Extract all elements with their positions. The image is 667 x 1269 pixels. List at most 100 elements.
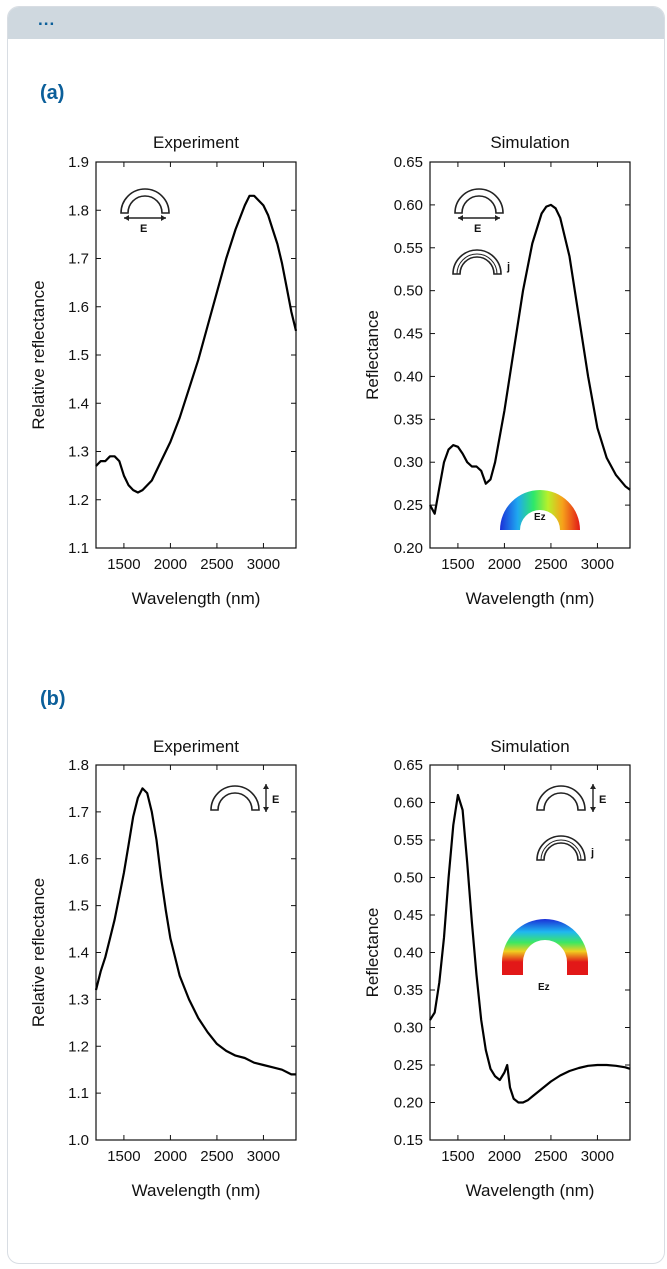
y-tick-label: 0.65 bbox=[394, 154, 423, 171]
y-tick-label: 0.40 bbox=[394, 945, 423, 962]
y-axis-label: Relative reflectance bbox=[29, 878, 48, 1027]
j-label: j bbox=[506, 261, 510, 273]
y-tick-label: 0.40 bbox=[394, 368, 423, 385]
y-tick-label: 0.25 bbox=[394, 497, 423, 514]
chart-3: Experiment 1500 2000 2500 3000 1.0 1.1 1.2 1.3 1.… bbox=[29, 737, 297, 1200]
y-tick-label: 0.60 bbox=[394, 197, 423, 214]
y-tick-label: 0.35 bbox=[394, 411, 423, 428]
y-tick-label: 1.3 bbox=[68, 444, 89, 461]
x-tick-label: 2500 bbox=[200, 1148, 233, 1165]
y-tick-label: 1.4 bbox=[68, 945, 89, 962]
plot-frame bbox=[95, 764, 297, 1141]
y-tick-label: 0.25 bbox=[394, 1057, 423, 1074]
current-ring-icon bbox=[452, 249, 502, 275]
split-ring-icon bbox=[210, 785, 260, 811]
x-tick-label: 2000 bbox=[488, 556, 521, 573]
chart-title: Experiment bbox=[153, 133, 239, 152]
y-tick-label: 1.7 bbox=[68, 251, 89, 268]
split-ring-icon bbox=[454, 188, 504, 214]
ez-field-map bbox=[500, 490, 580, 530]
panel-label-b: (b) bbox=[40, 688, 66, 710]
y-tick-label: 1.7 bbox=[68, 804, 89, 821]
x-tick-label: 2500 bbox=[534, 1148, 567, 1165]
ez-label: Ez bbox=[534, 512, 546, 523]
y-tick-label: 1.2 bbox=[68, 492, 89, 509]
x-tick-label: 3000 bbox=[581, 1148, 614, 1165]
y-axis-label: Relative reflectance bbox=[29, 280, 48, 429]
y-tick-label: 1.2 bbox=[68, 1038, 89, 1055]
y-tick-label: 1.0 bbox=[68, 1132, 89, 1149]
y-tick-label: 0.55 bbox=[394, 240, 423, 257]
x-tick-label: 3000 bbox=[247, 1148, 280, 1165]
chart-title: Simulation bbox=[490, 737, 569, 756]
plot-frame bbox=[95, 161, 297, 549]
y-tick-label: 0.50 bbox=[394, 870, 423, 887]
antenna-inset-a2: E j Ez bbox=[452, 188, 580, 530]
y-tick-label: 1.1 bbox=[68, 1085, 89, 1102]
y-tick-label: 0.45 bbox=[394, 326, 423, 343]
x-axis-label: Wavelength (nm) bbox=[466, 1181, 595, 1200]
series-line bbox=[429, 793, 631, 1104]
chart-1: Experiment 1500 2000 2500 3000 1.1 1.2 1.3 1.4 1.… bbox=[29, 133, 298, 608]
y-tick-label: 0.20 bbox=[394, 540, 423, 557]
series-line bbox=[429, 203, 631, 515]
figure-card: ... bbox=[7, 6, 665, 1264]
y-tick-label: 1.6 bbox=[68, 299, 89, 316]
split-ring-icon bbox=[536, 785, 586, 811]
chart-title: Experiment bbox=[153, 737, 239, 756]
x-tick-label: 2000 bbox=[154, 1148, 187, 1165]
chart-2: Simulation 1500 2000 2500 3000 0.20 0.25 0.30 0.… bbox=[363, 133, 631, 608]
x-tick-label: 2500 bbox=[534, 556, 567, 573]
y-tick-label: 0.60 bbox=[394, 795, 423, 812]
x-axis-label: Wavelength (nm) bbox=[466, 589, 595, 608]
antenna-inset-b2: E j Ez bbox=[502, 784, 606, 993]
ez-field-map bbox=[502, 919, 588, 962]
y-tick-label: 1.9 bbox=[68, 154, 89, 171]
e-label: E bbox=[140, 223, 147, 235]
split-ring-icon bbox=[120, 188, 170, 214]
x-axis-label: Wavelength (nm) bbox=[132, 1181, 261, 1200]
y-tick-label: 1.5 bbox=[68, 347, 89, 364]
y-tick-label: 0.30 bbox=[394, 454, 423, 471]
card-header[interactable]: ... bbox=[8, 7, 664, 39]
y-tick-label: 0.65 bbox=[394, 757, 423, 774]
y-tick-label: 1.8 bbox=[68, 202, 89, 219]
x-tick-label: 1500 bbox=[441, 556, 474, 573]
x-tick-label: 1500 bbox=[441, 1148, 474, 1165]
antenna-inset-b1: E bbox=[210, 784, 279, 812]
j-label: j bbox=[590, 847, 594, 859]
chart-4: Simulation 1500 2000 2500 3000 0.15 0.20 0.25 0.… bbox=[363, 737, 631, 1200]
y-tick-label: 0.50 bbox=[394, 283, 423, 300]
series-line bbox=[94, 787, 296, 1076]
e-label: E bbox=[599, 794, 606, 806]
x-axis-label: Wavelength (nm) bbox=[132, 589, 261, 608]
plot-frame bbox=[429, 161, 631, 549]
y-tick-label: 0.45 bbox=[394, 907, 423, 924]
y-tick-label: 1.8 bbox=[68, 757, 89, 774]
chart-title: Simulation bbox=[490, 133, 569, 152]
y-tick-label: 0.55 bbox=[394, 832, 423, 849]
ez-label: Ez bbox=[538, 982, 550, 993]
x-tick-label: 3000 bbox=[581, 556, 614, 573]
y-tick-label: 1.1 bbox=[68, 540, 89, 557]
y-tick-label: 0.15 bbox=[394, 1132, 423, 1149]
y-axis-label: Reflectance bbox=[363, 908, 382, 998]
current-arrow bbox=[540, 839, 582, 861]
y-tick-label: 1.6 bbox=[68, 851, 89, 868]
y-tick-label: 0.35 bbox=[394, 982, 423, 999]
y-tick-label: 0.20 bbox=[394, 1095, 423, 1112]
current-ring-icon bbox=[536, 835, 586, 861]
x-tick-label: 2000 bbox=[154, 556, 187, 573]
panel-label-a: (a) bbox=[40, 82, 65, 104]
plot-frame bbox=[429, 764, 631, 1141]
x-tick-label: 1500 bbox=[107, 1148, 140, 1165]
y-tick-label: 0.30 bbox=[394, 1020, 423, 1037]
x-tick-label: 3000 bbox=[247, 556, 280, 573]
antenna-inset-a1: E bbox=[120, 188, 170, 235]
y-tick-label: 1.4 bbox=[68, 395, 89, 412]
e-label: E bbox=[474, 223, 481, 235]
x-tick-label: 1500 bbox=[107, 556, 140, 573]
y-axis-label: Reflectance bbox=[363, 310, 382, 400]
current-arrow bbox=[456, 253, 498, 275]
